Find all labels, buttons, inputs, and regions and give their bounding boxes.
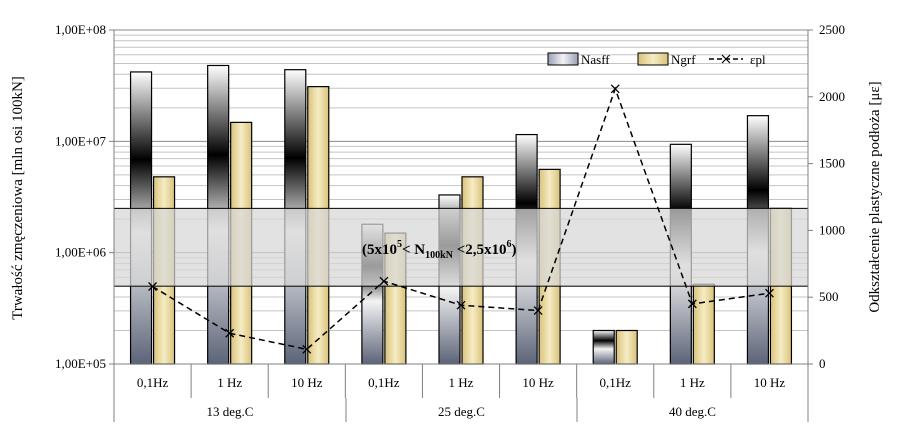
epl-marker [148,282,158,291]
annotation-sup2: 6 [507,239,512,250]
annotation-prefix: (5x10 [362,242,397,258]
x-tick-label: 1 Hz [680,375,705,390]
x-tick-labels: 0,1Hz 1 Hz 10 Hz 13 deg.C 0,1Hz 1 Hz 10 Hz 25 d… [137,375,786,419]
x-tick-label: 1 Hz [217,375,242,390]
y-left-tick-label: 1,00E+08 [55,22,106,37]
epl-marker [456,300,466,310]
legend: Nasff Ngrf εpl [547,52,766,67]
axes [109,29,813,422]
legend-label-epl: εpl [750,52,766,67]
x-tick-label: 10 Hz [754,375,786,390]
y-right-tick-label: 2000 [819,89,845,104]
x-tick-label: 0,1Hz [600,375,632,390]
epl-marker [225,328,235,338]
x-tick-label: 10 Hz [522,375,554,390]
annotation-mid2: <2,5x10 [453,242,507,258]
y-right-tick-label: 2500 [819,22,845,37]
epl-marker [610,84,620,94]
right-tick-labels: 0 500 1000 1500 2000 2500 [819,22,845,371]
range-band [113,207,809,287]
x-tick-label: 10 Hz [291,375,323,390]
y-right-tick-label: 1000 [819,222,845,237]
y-right-axis-label: Odkształcenie plastyczne podłoża [με] [867,81,883,312]
epl-marker [687,299,697,309]
y-left-tick-label: 1,00E+05 [55,356,106,371]
epl-marker [302,344,312,354]
annotation-mid: < N [402,242,425,258]
bar-ngrf [615,329,638,365]
annotation-suffix: ) [512,242,517,258]
x-tick-label: 1 Hz [449,375,474,390]
annotation-sub: 100kN [425,250,454,261]
band-annotation: (5x105< N100kN <2,5x106) [362,239,517,261]
group-label: 13 deg.C [207,404,254,419]
group-label: 40 deg.C [669,404,716,419]
epl-marker [533,306,543,316]
legend-marker-epl [721,54,731,64]
left-tick-labels: 1,00E+05 1,00E+06 1,00E+07 1,00E+08 [55,22,107,371]
y-right-tick-label: 0 [819,356,826,371]
y-left-tick-label: 1,00E+07 [55,133,107,148]
x-tick-label: 0,1Hz [137,375,169,390]
y-right-tick-label: 1500 [819,156,845,171]
legend-label-nasff: Nasff [581,52,610,67]
y-left-axis-label: Trwałość zmęczeniowa [mln osi 100kN] [10,76,26,320]
annotation-sup1: 5 [397,239,402,250]
legend-label-ngrf: Ngrf [671,52,696,67]
legend-swatch-nasff [547,52,579,66]
epl-marker [764,288,774,298]
epl-marker [379,276,389,286]
group-label: 25 deg.C [438,404,485,419]
y-right-tick-label: 500 [819,289,839,304]
legend-swatch-ngrf [637,52,669,66]
y-left-tick-label: 1,00E+06 [55,245,107,260]
bar-nasff [592,329,615,365]
x-tick-label: 0,1Hz [368,375,400,390]
bar-ngrf [692,283,715,365]
epl-series [148,84,774,354]
